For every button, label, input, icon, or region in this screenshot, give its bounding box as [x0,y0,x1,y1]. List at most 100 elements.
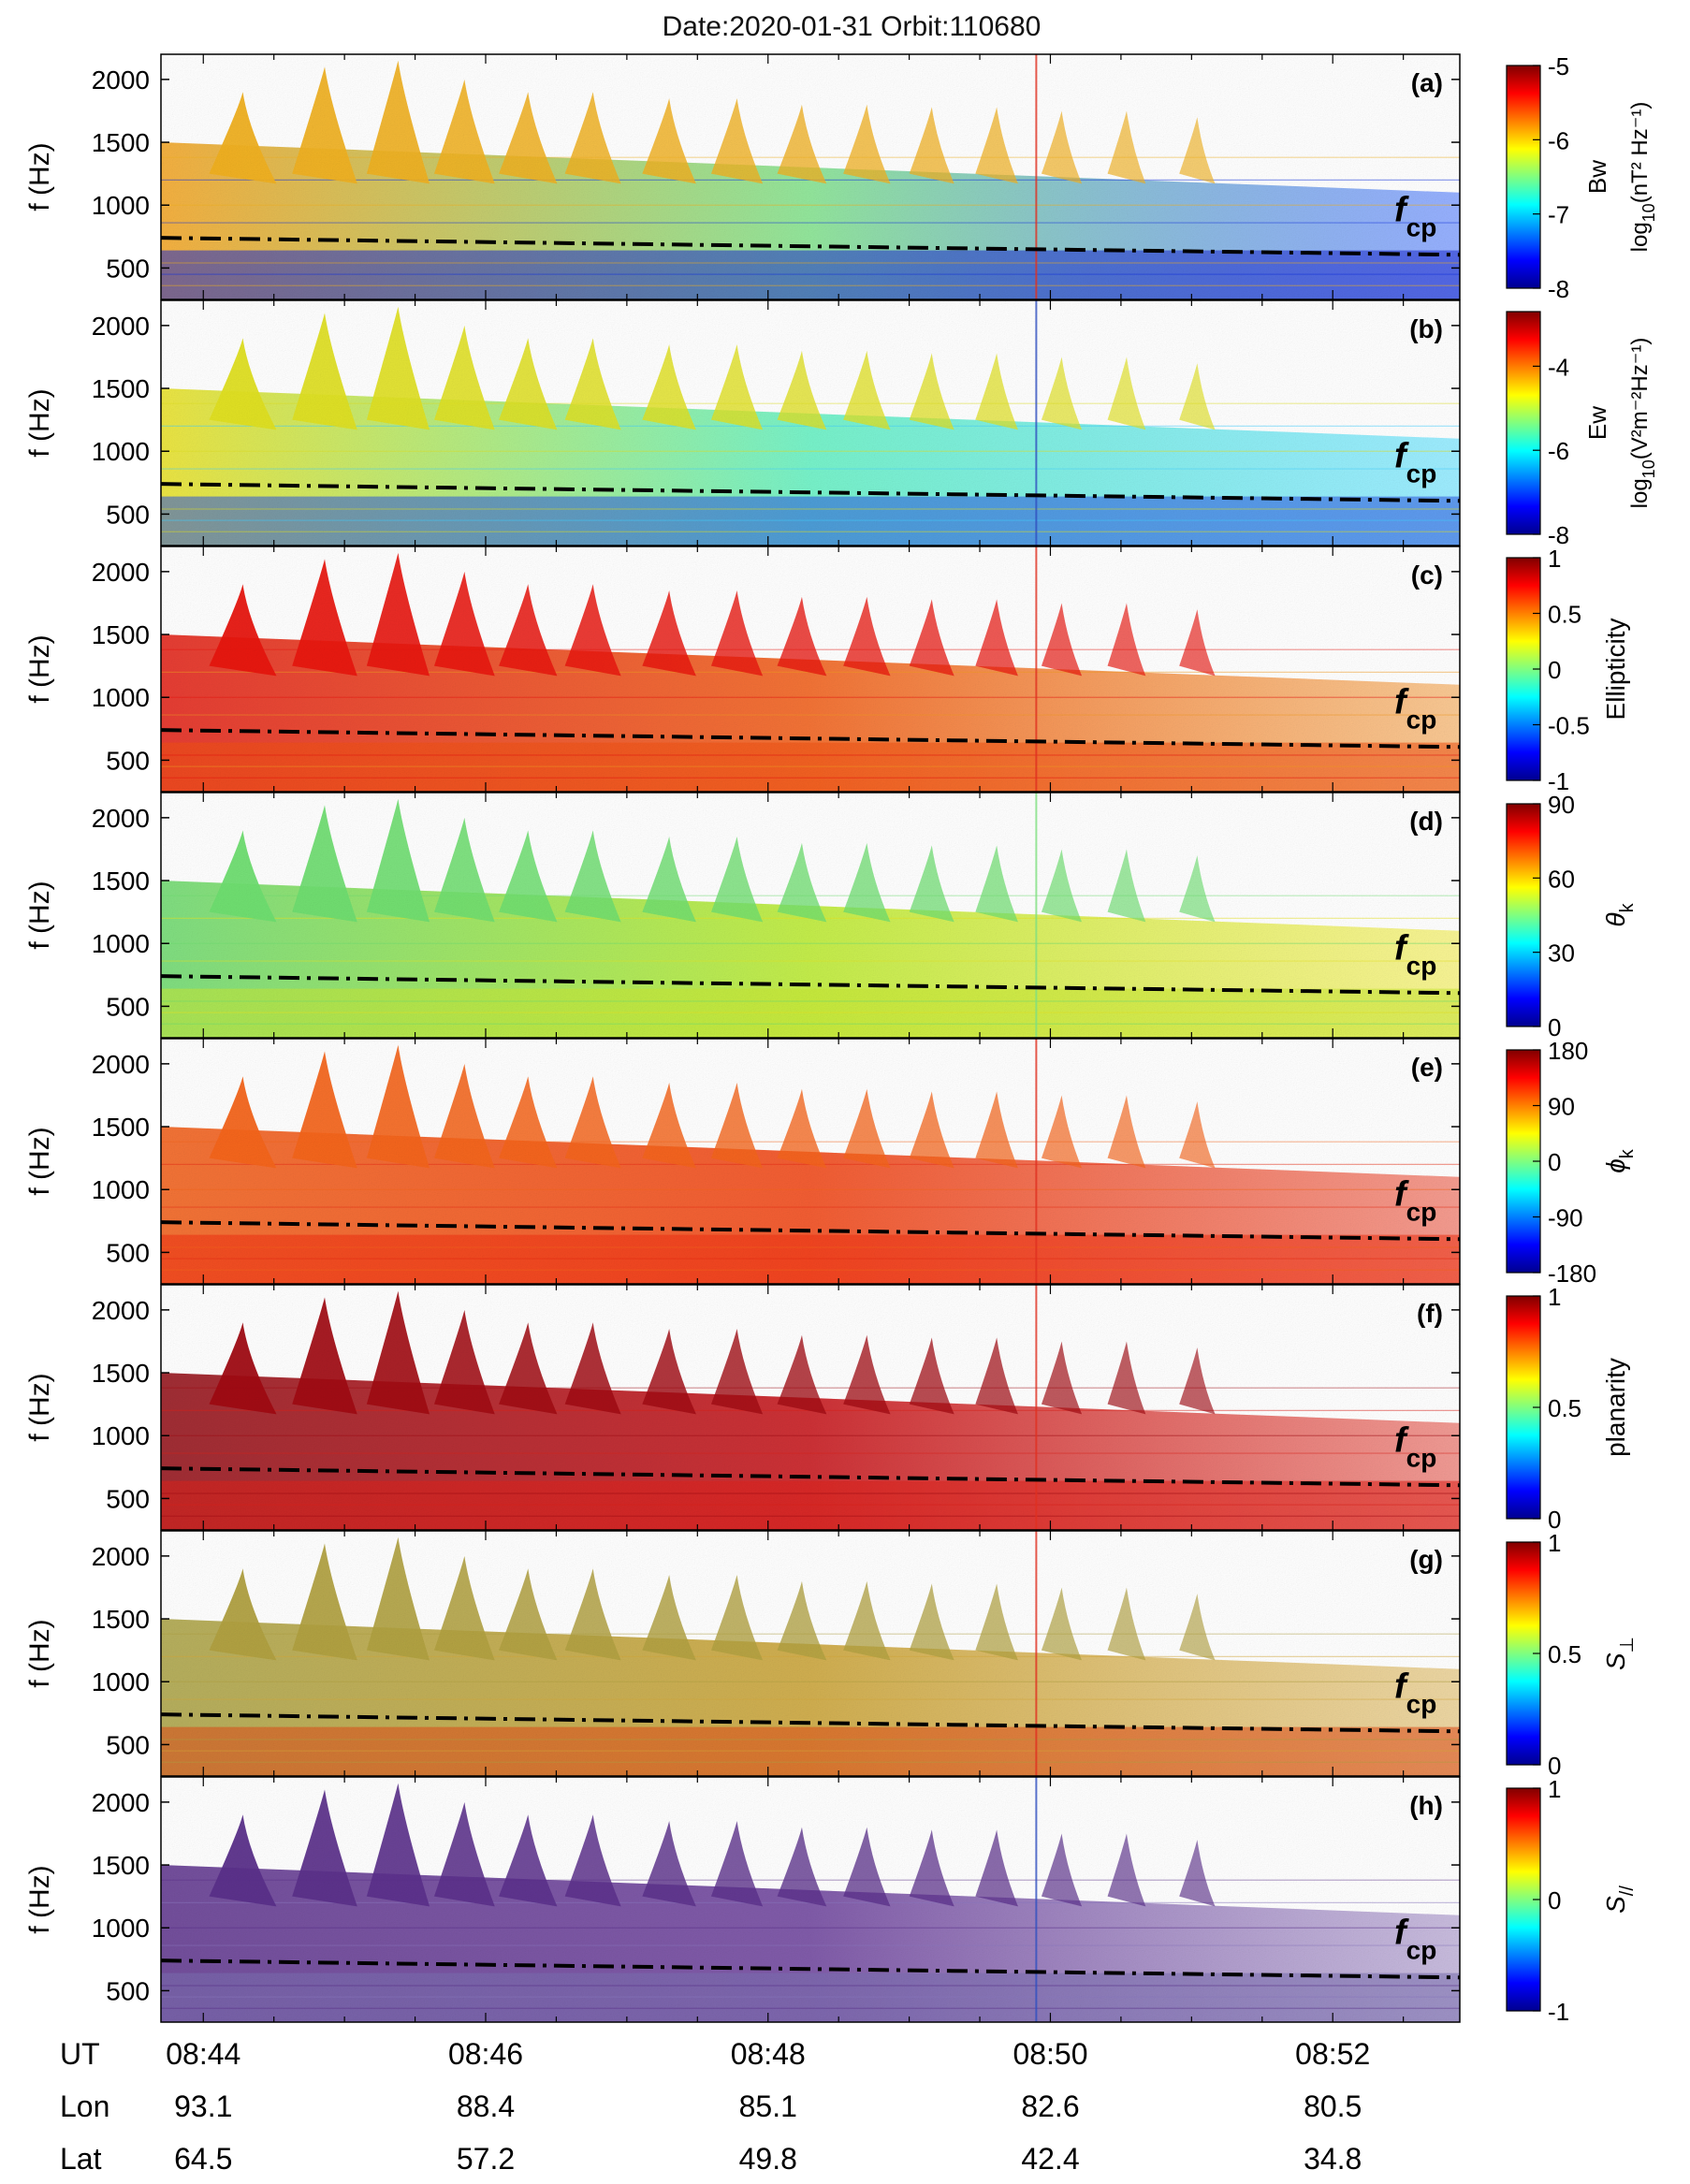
colorbar-tick-label: 0.5 [1548,1640,1581,1668]
colorbar [1506,65,1541,289]
fcp-label: fcp [1394,1667,1436,1719]
panel-letter: (a) [1411,68,1443,97]
colorbar-unit: log10(V²m⁻²Hz⁻¹) [1627,338,1658,509]
panel: 500 1000 1500 2000 f (Hz) (e) fcp 180 90 0 -90 -180… [24,1037,1638,1288]
y-tick-label: 500 [106,746,150,775]
noise-texture [161,546,1460,792]
noise-texture [161,54,1460,299]
panel-frame [160,53,1461,300]
colorbar-label: Ew [1583,406,1611,440]
y-axis-label: f (Hz) [24,881,55,949]
orbit-value: 49.8 [739,2142,797,2176]
colorbar-tick-label: -4 [1548,353,1569,381]
colorbar [1506,311,1541,535]
panel: 500 1000 1500 2000 f (Hz) (a) fcp -5 -6 -7 -8 Bwlog… [24,52,1658,303]
y-tick-label: 1500 [92,1359,150,1388]
y-tick-label: 500 [106,1976,150,2005]
noise-texture [161,300,1460,546]
colorbar-tick-label: 180 [1548,1037,1588,1065]
y-tick-label: 1500 [92,128,150,157]
fcp-line [160,1220,1461,1242]
orbit-value: 88.4 [457,2089,515,2123]
panel: 500 1000 1500 2000 f (Hz) (f) fcp 1 0.5 0 planarit… [24,1283,1630,1534]
fcp-line [160,482,1461,503]
y-tick-label: 1500 [92,620,150,649]
y-tick-label: 500 [106,254,150,283]
colorbar-tick-label: -180 [1548,1259,1596,1288]
panel-frame [160,1776,1461,2023]
panel-letter: (e) [1411,1053,1443,1082]
noise-texture [161,1777,1460,2022]
fcp-label: fcp [1394,1175,1436,1227]
y-axis-label: f (Hz) [24,1865,55,1933]
y-tick-label: 1000 [92,1667,150,1696]
figure-title: Date:2020-01-31 Orbit:110680 [663,11,1042,42]
panel: 500 1000 1500 2000 f (Hz) (g) fcp 1 0.5 0 S⊥ [24,1529,1638,1780]
colorbar-tick-label: 0 [1548,656,1561,684]
y-tick-label: 500 [106,500,150,529]
orbit-value: 80.5 [1304,2089,1362,2123]
y-axis-label: f (Hz) [24,634,55,703]
colorbar-label: planarity [1601,1358,1630,1457]
fcp-label: fcp [1394,437,1436,488]
panel-frame [160,792,1461,1039]
y-axis-label: f (Hz) [24,1127,55,1195]
panel: 500 1000 1500 2000 f (Hz) (h) fcp 1 0 -1 S// [24,1775,1638,2026]
noise-texture [161,793,1460,1038]
x-tick-label: 08:44 [166,2037,240,2071]
orbit-row-label: Lon [60,2089,109,2123]
orbit-value: 64.5 [174,2142,232,2176]
fcp-label: fcp [1394,929,1436,981]
colorbar-tick-label: 0 [1548,1886,1561,1915]
colorbar-tick-label: 1 [1548,1529,1561,1557]
panel-frame [160,299,1461,546]
fcp-label: fcp [1394,191,1436,242]
colorbar-tick-label: 0.5 [1548,601,1581,629]
orbit-value: 34.8 [1304,2142,1362,2176]
colorbar-tick-label: -6 [1548,126,1569,154]
colorbar-tick-label: -8 [1548,275,1569,303]
colorbar-tick-label: 0 [1548,1148,1561,1176]
x-tick-label: 08:46 [448,2037,523,2071]
y-tick-label: 1000 [92,191,150,220]
panel: 500 1000 1500 2000 f (Hz) (d) fcp 90 60 30 0 θk [24,791,1638,1041]
colorbar-tick-label: -5 [1548,52,1569,80]
x-tick-label: 08:50 [1013,2037,1087,2071]
y-axis-label: f (Hz) [24,388,55,457]
colorbar-tick-label: 30 [1548,939,1575,968]
panel-letter: (d) [1409,807,1443,836]
x-tick-label: 08:48 [731,2037,806,2071]
colorbar-tick-label: 0.5 [1548,1394,1581,1422]
y-tick-label: 2000 [92,558,150,587]
panel-frame [160,546,1461,793]
fcp-line [160,728,1461,750]
colorbar-tick-label: -0.5 [1548,712,1590,740]
fcp-line [160,236,1461,257]
y-tick-label: 1000 [92,683,150,712]
y-tick-label: 1000 [92,1421,150,1450]
colorbar-label: ϕk [1601,1148,1638,1173]
y-tick-label: 2000 [92,804,150,833]
fcp-line [160,1466,1461,1488]
orbit-value: 42.4 [1021,2142,1079,2176]
panel-letter: (b) [1409,314,1443,343]
y-axis-label: f (Hz) [24,1373,55,1441]
y-tick-label: 2000 [92,66,150,95]
y-tick-label: 500 [106,992,150,1021]
y-tick-label: 1000 [92,1914,150,1943]
fcp-label: fcp [1394,1914,1436,1965]
colorbar-tick-label: -6 [1548,437,1569,465]
fcp-label: fcp [1394,683,1436,735]
y-tick-label: 1000 [92,929,150,958]
panel-letter: (c) [1411,561,1443,590]
panel: 500 1000 1500 2000 f (Hz) (b) fcp -4 -6 -8 Ew log10… [24,299,1658,549]
fcp-line [160,974,1461,996]
orbit-row-label: Lat [60,2142,102,2176]
y-tick-label: 1500 [92,1851,150,1880]
colorbar-tick-label: 1 [1548,1283,1561,1311]
fcp-label: fcp [1394,1421,1436,1473]
panel-letter: (h) [1409,1791,1443,1820]
colorbar-tick-label: -90 [1548,1204,1583,1232]
colorbar-tick-label: 90 [1548,791,1575,819]
